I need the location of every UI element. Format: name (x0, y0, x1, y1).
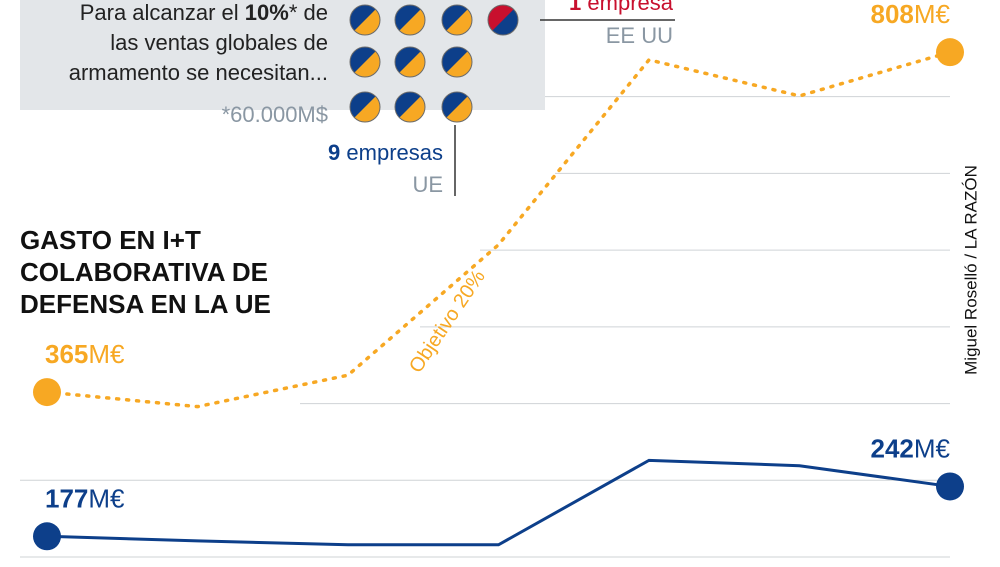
title-line: COLABORATIVA DE (20, 257, 268, 287)
icon-half (350, 92, 376, 118)
title-line: DEFENSA EN LA UE (20, 289, 271, 319)
icon-half (395, 47, 421, 73)
icon-half (350, 5, 376, 31)
grid (20, 96, 950, 558)
inset-footnote: *60.000M$ (222, 102, 328, 127)
icon-ring (349, 4, 381, 36)
value-label: 365M€ (45, 339, 125, 369)
icon-ring (349, 91, 381, 123)
chart-title: GASTO EN I+T COLABORATIVA DE DEFENSA EN … (20, 225, 271, 319)
icon-half (395, 92, 421, 118)
value-label: 242M€ (870, 433, 950, 463)
endpoint (33, 378, 61, 407)
us-region: EE UU (606, 23, 673, 48)
icon-half (442, 5, 468, 31)
icon-ring (441, 46, 473, 78)
inset-line: las ventas globales de (110, 30, 328, 55)
icon-ring (394, 91, 426, 123)
series-annotation: Objetivo 20% (405, 266, 490, 377)
icon-half (395, 5, 421, 31)
us-count: 1 empresa (569, 0, 674, 15)
series-line (45, 50, 952, 409)
title-line: GASTO EN I+T (20, 225, 201, 255)
icon-ring (349, 46, 381, 78)
icon-ring (394, 46, 426, 78)
icon-ring (441, 91, 473, 123)
endpoint (936, 38, 964, 67)
eu-count: 9 empresas (328, 140, 443, 165)
endpoint (33, 522, 61, 551)
icon-half (350, 47, 376, 73)
inset-line: Para alcanzar el 10%* de (80, 0, 328, 25)
icon-half (488, 4, 514, 31)
eu-region: UE (412, 172, 443, 197)
value-label: 808M€ (870, 0, 950, 29)
series-line (46, 458, 951, 547)
endpoint (936, 472, 964, 501)
icon-ring (441, 4, 473, 36)
value-label: 177M€ (45, 483, 125, 513)
company-icons (349, 4, 519, 123)
icon-ring (487, 4, 519, 36)
icon-half (442, 47, 468, 73)
icon-half (442, 92, 468, 118)
inset-line: armamento se necesitan... (69, 60, 328, 85)
icon-ring (394, 4, 426, 36)
credit: Miguel Roselló / LA RAZÓN (961, 165, 980, 375)
